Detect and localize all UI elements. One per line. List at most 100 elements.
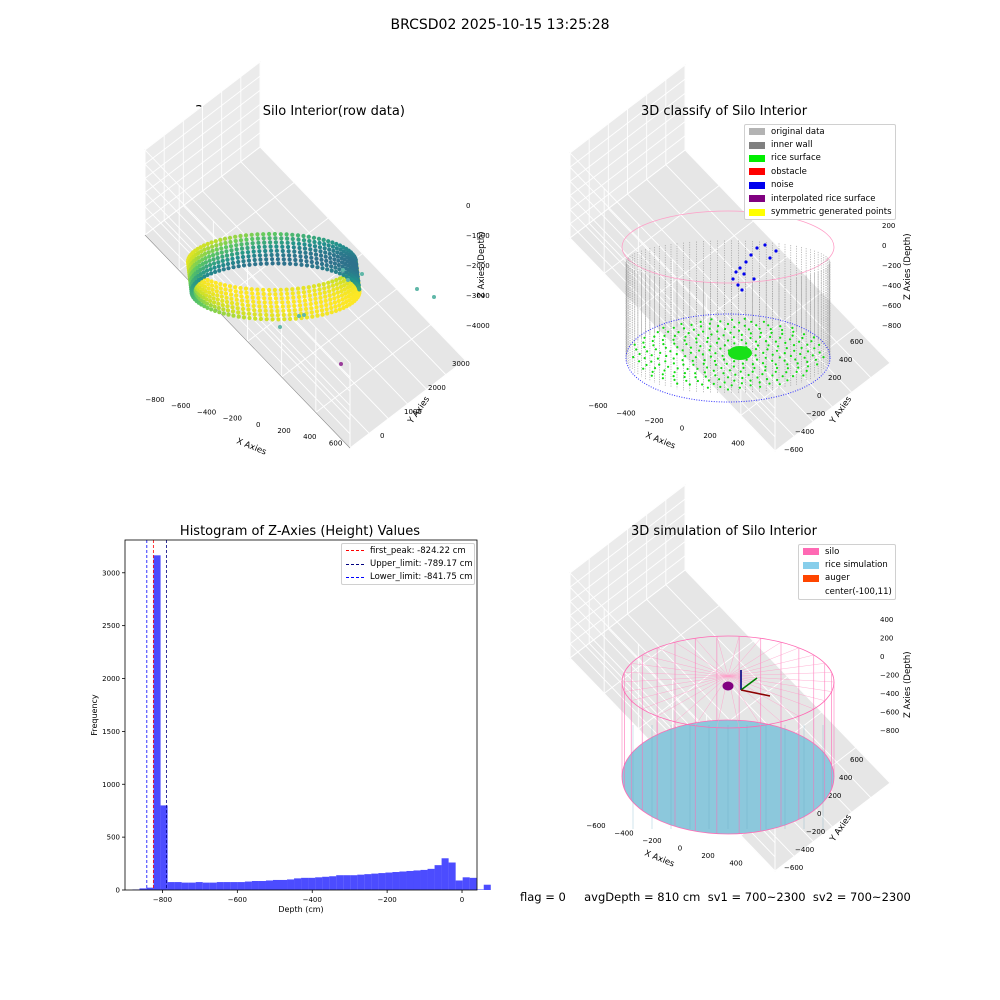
- p1-point: [224, 253, 230, 258]
- p2-rice-point: [683, 372, 687, 375]
- p2-rice-point: [703, 371, 707, 374]
- p1-point: [325, 311, 330, 316]
- p1-point: [211, 253, 216, 258]
- p2-rice-point: [656, 357, 660, 360]
- p1-xtick-label: 200: [277, 427, 290, 435]
- p2-rice-point: [811, 354, 814, 357]
- p2-rice-point: [712, 369, 715, 372]
- p1-point: [301, 233, 306, 239]
- p1-point: [333, 269, 338, 274]
- p1-point: [264, 257, 269, 262]
- p1-point: [330, 244, 335, 249]
- histogram-bar: [230, 882, 238, 890]
- p1-point: [236, 259, 241, 265]
- p1-point: [199, 253, 204, 258]
- p1-point: [332, 261, 337, 266]
- p2-rice-point: [740, 338, 743, 342]
- p2-gridline: [684, 149, 891, 364]
- simulation-legend-swatch: [803, 561, 819, 569]
- histogram-bar: [237, 882, 245, 890]
- p2-rice-point: [788, 338, 792, 341]
- p1-point: [343, 291, 348, 296]
- p1-point: [278, 287, 283, 292]
- p1-point: [251, 299, 256, 304]
- p1-point: [290, 291, 295, 296]
- p2-rice-point: [659, 351, 662, 354]
- p2-rice-point: [672, 362, 676, 365]
- p1-ytick-label: 1000: [404, 408, 422, 416]
- p2-rice-point: [740, 382, 744, 385]
- p1-point: [204, 301, 210, 306]
- p1-point: [234, 243, 239, 248]
- p1-point: [204, 264, 209, 269]
- p4-ytick-label: 600: [850, 756, 863, 764]
- p1-point: [290, 236, 295, 242]
- p2-rice-point: [718, 378, 721, 381]
- p1-point: [221, 263, 226, 268]
- p2-rice-point: [771, 353, 774, 356]
- p2-rice-point: [656, 331, 659, 334]
- histogram-bar: [441, 858, 449, 890]
- p2-rice-point: [654, 348, 658, 351]
- p1-point: [202, 251, 208, 256]
- p2-rice-point: [805, 369, 808, 372]
- p2-ytick-label: 0: [817, 392, 821, 400]
- p1-point: [286, 249, 291, 254]
- p4-silo-roof: [727, 647, 799, 677]
- p1-point: [299, 262, 304, 267]
- p1-point: [291, 241, 296, 246]
- p1-point: [239, 242, 244, 247]
- p1-point: [227, 284, 233, 289]
- p1-point: [225, 261, 231, 267]
- p1-point: [255, 291, 260, 296]
- p1-point: [261, 287, 266, 292]
- p1-point: [357, 287, 362, 292]
- p1-point: [239, 298, 245, 303]
- p2-rice-point: [754, 348, 758, 351]
- histogram-bar: [202, 882, 210, 890]
- p2-noise-point: [774, 249, 778, 253]
- p1-point: [220, 254, 225, 259]
- p2-zlabel: Z Axies (Depth): [903, 233, 913, 300]
- p2-rice-point: [697, 333, 700, 337]
- p4-silo-roof: [716, 636, 729, 677]
- p2-rice-point: [710, 333, 713, 336]
- p2-rice-point: [754, 354, 757, 357]
- classify-legend-entry: interpolated rice surface: [745, 192, 895, 205]
- p1-point: [330, 279, 335, 284]
- p1-zlabel: Z Axies (Depth): [477, 231, 487, 298]
- p1-point: [285, 291, 290, 296]
- p2-rice-point: [726, 376, 730, 379]
- p1-point: [238, 233, 243, 239]
- p1-point: [216, 305, 221, 311]
- histogram-legend-line: [346, 563, 364, 565]
- p1-outlier-point: [278, 325, 282, 329]
- histogram-bar: [476, 889, 484, 890]
- p1-point: [338, 247, 343, 252]
- p1-point: [244, 237, 249, 242]
- histogram-legend-line: [346, 550, 364, 552]
- p4-silo-roof: [727, 675, 825, 701]
- p1-gridline: [144, 75, 261, 165]
- classify-legend-entry: inner wall: [745, 138, 895, 151]
- p1-point: [203, 260, 209, 265]
- p2-rice-point: [775, 349, 779, 352]
- p1-point: [264, 261, 269, 266]
- p1-point: [258, 316, 263, 322]
- p1-point: [286, 304, 291, 309]
- p1-point: [217, 268, 222, 273]
- p1-point: [303, 254, 309, 260]
- p2-rice-point: [786, 363, 789, 366]
- p1-point: [279, 296, 284, 301]
- p1-point: [219, 290, 224, 295]
- p1-point: [204, 268, 210, 273]
- p2-rice-point: [694, 356, 698, 359]
- histogram-bar: [371, 873, 379, 890]
- p1-point: [319, 304, 324, 309]
- p1-point: [216, 301, 221, 306]
- p1-point: [258, 312, 263, 317]
- p2-noise-point: [744, 260, 748, 264]
- p2-rice-point: [742, 366, 745, 369]
- p1-point: [205, 241, 210, 247]
